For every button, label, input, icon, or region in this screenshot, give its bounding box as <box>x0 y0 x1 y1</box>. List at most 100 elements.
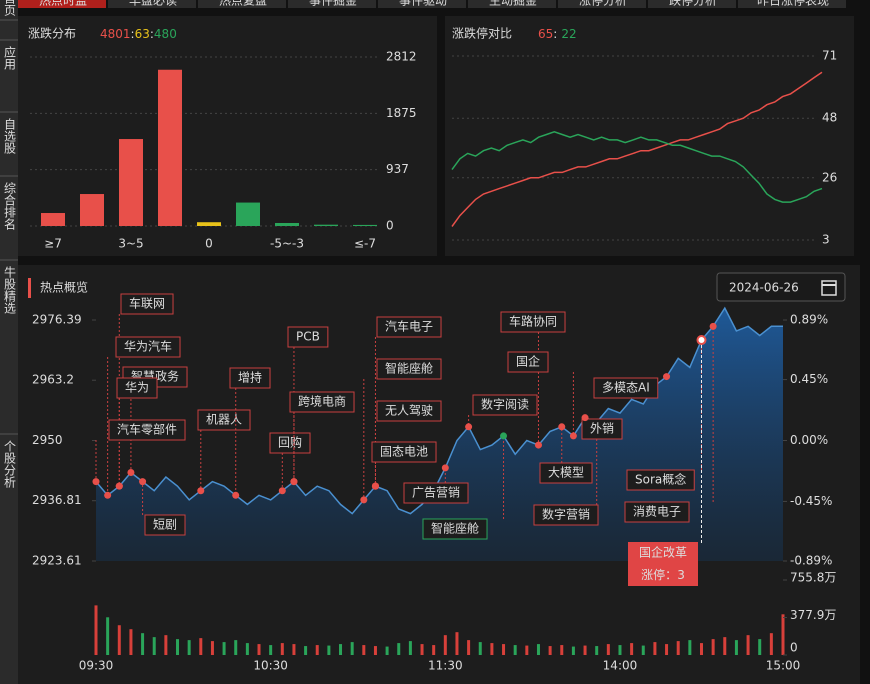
y2-tick-label: 0.89% <box>790 313 828 327</box>
top-tab[interactable] <box>288 0 376 8</box>
y2-tick-label: -0.45% <box>790 494 832 508</box>
annotation-dot <box>534 441 542 449</box>
top-tab-label: 事件掘金 <box>309 0 357 8</box>
volume-bar <box>176 639 180 655</box>
bar <box>197 222 221 226</box>
annotation-dot <box>441 464 449 472</box>
annotation-label: 车联网 <box>129 296 165 311</box>
stats: 65: 22 <box>538 27 577 41</box>
annotation-box <box>581 418 623 440</box>
volume-bar <box>630 643 634 655</box>
volume-bar <box>187 640 191 655</box>
y2-tick-label: 0.45% <box>790 372 828 386</box>
annotation-box <box>626 469 695 491</box>
volume-bar <box>373 646 377 655</box>
volume-bar <box>688 640 692 655</box>
top-tab[interactable] <box>738 0 846 8</box>
y-tick-label: 3 <box>822 233 830 247</box>
top-tab-label: 早盘必读 <box>129 0 177 8</box>
sidebar-tab[interactable]: 自选股 <box>3 118 17 155</box>
volume-bar <box>280 643 284 655</box>
volume-bar <box>699 643 703 655</box>
top-tab[interactable] <box>108 0 196 8</box>
volume-bar <box>723 637 727 655</box>
bar <box>236 202 260 226</box>
top-tab[interactable] <box>558 0 646 8</box>
date-label: 2024-06-26 <box>729 281 799 295</box>
volume-bar <box>548 646 552 655</box>
volume-bar <box>665 644 669 655</box>
volume-bar <box>746 635 750 655</box>
volume-bar <box>781 614 785 655</box>
panel-title: 涨跌停对比 <box>452 26 512 41</box>
annotation-dot <box>500 432 508 440</box>
annotation-box <box>376 358 442 380</box>
volume-bar <box>432 645 436 655</box>
volume-bar <box>595 646 599 655</box>
bar <box>119 139 143 226</box>
annotation-box <box>289 391 355 413</box>
annotation-dot <box>360 496 368 504</box>
annotation-label: 车路协同 <box>509 314 557 329</box>
y-tick-label: 2936.81 <box>32 493 82 507</box>
tooltip-stat-label: 涨停： <box>641 567 677 582</box>
date-box[interactable] <box>716 272 846 302</box>
annotation-label: 广告营销 <box>412 486 460 500</box>
annotation-label: 数字营销 <box>542 507 590 522</box>
volume-bar <box>397 643 401 655</box>
sidebar-tab[interactable]: 个股分析 <box>3 440 17 489</box>
y-tick-label: 0 <box>386 219 394 233</box>
annotation-box <box>507 351 549 373</box>
x-tick-label: ≤-7 <box>354 237 376 251</box>
volume-bar <box>513 645 517 655</box>
annotation-box <box>376 316 442 338</box>
top-tab-label: 跌停分析 <box>669 0 717 8</box>
sidebar-tab[interactable]: 应用 <box>3 45 17 71</box>
volume-bar <box>292 644 296 655</box>
x-tick-label: -5~-3 <box>270 237 304 251</box>
volume-bar <box>222 642 226 655</box>
x-tick-label: 3~5 <box>118 237 143 251</box>
annotation-label: 无人驾驶 <box>385 403 433 418</box>
top-tab-label: 事件驱动 <box>399 0 447 8</box>
volume-bar <box>769 633 773 655</box>
annotation-dot <box>104 491 112 499</box>
top-tab[interactable] <box>468 0 556 8</box>
annotation-dot <box>465 423 473 431</box>
annotation-dot <box>278 487 286 495</box>
y-tick-label: 2812 <box>386 50 417 64</box>
annotation-label: 固态电池 <box>380 445 428 459</box>
x-tick-label: ≥7 <box>44 237 62 251</box>
y-tick-label: 2923.61 <box>32 554 82 568</box>
stat-limit_down: 22 <box>561 27 576 41</box>
volume-bar <box>152 637 156 655</box>
bar <box>314 224 338 226</box>
top-tab[interactable] <box>378 0 466 8</box>
calendar-icon <box>821 280 837 296</box>
annotation-label: 汽车零部件 <box>117 422 177 437</box>
sidebar-tab[interactable]: 综合排名 <box>3 182 17 230</box>
top-tab[interactable] <box>198 0 286 8</box>
top-tab[interactable] <box>648 0 736 8</box>
panel-title: 涨跌分布 <box>28 26 76 41</box>
top-tab[interactable] <box>18 0 106 8</box>
annotation-dot <box>232 491 240 499</box>
stat-separator: : <box>553 27 557 41</box>
volume-bar <box>443 635 447 655</box>
volume-bar <box>129 629 133 655</box>
sidebar-tab[interactable]: 牛股精选 <box>3 265 17 315</box>
bar <box>353 224 377 226</box>
annotation-box <box>120 293 174 315</box>
annotation-label: 外销 <box>590 422 614 436</box>
annotation-label: 华为汽车 <box>124 339 172 354</box>
sidebar-tab[interactable]: 首页 <box>3 0 17 17</box>
top-tab-label: 昨日涨停表现 <box>757 0 829 8</box>
volume-bar <box>408 641 412 655</box>
stat-down: 480 <box>154 27 177 41</box>
volume-bar <box>117 625 121 655</box>
annotation-box <box>422 518 488 540</box>
annotation-label: 国企 <box>516 354 540 369</box>
volume-bar <box>583 645 587 655</box>
volume-bar <box>269 645 273 655</box>
annotation-box <box>108 419 186 441</box>
